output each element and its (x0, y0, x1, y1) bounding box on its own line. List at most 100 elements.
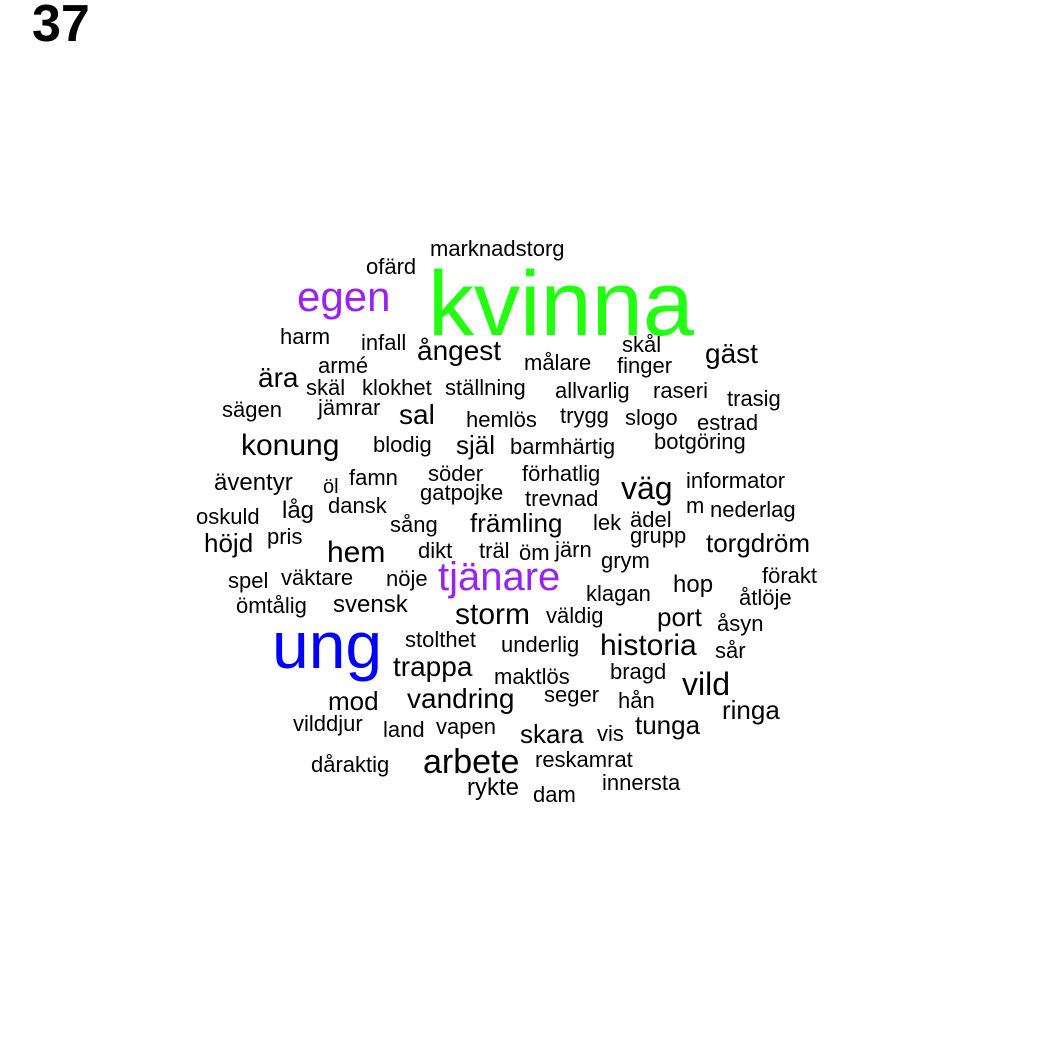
word-trappa: trappa (393, 651, 473, 682)
word-innersta: innersta (602, 770, 681, 795)
word-tjanare: tjänare (438, 555, 561, 599)
page-number: 37 (32, 0, 90, 53)
word-hem: hem (327, 536, 386, 569)
word-vandring: vandring (407, 683, 515, 714)
word-atloje: åtlöje (739, 585, 792, 610)
word-omtalig: ömtålig (236, 593, 307, 618)
word-storm: storm (455, 598, 530, 631)
word-harm: harm (280, 324, 331, 349)
word-finger: finger (617, 353, 673, 378)
word-oskuld: oskuld (196, 504, 260, 529)
word-vaktare: väktare (281, 565, 354, 590)
word-skal: skäl (306, 375, 346, 400)
word-dam: dam (533, 782, 576, 807)
word-hojd: höjd (204, 528, 254, 558)
word-trevnad: trevnad (525, 486, 599, 511)
word-ara: ära (258, 362, 299, 393)
word-klagan: klagan (586, 581, 651, 606)
word-torgdrom: torgdröm (706, 528, 811, 558)
word-stolthet: stolthet (405, 627, 476, 652)
word-jamrar: jämrar (318, 395, 381, 420)
word-nederlag: nederlag (710, 497, 796, 522)
word-estrad: estrad (697, 410, 759, 435)
word-konung: konung (241, 429, 340, 462)
word-gast: gäst (705, 338, 758, 369)
word-sal: sal (399, 399, 435, 430)
word-kvinna: kvinna (428, 253, 694, 355)
word-adel: ädel (630, 507, 672, 532)
word-seger: seger (544, 682, 600, 707)
word-rykte: rykte (467, 774, 520, 801)
word-slogo: slogo (625, 405, 678, 430)
word-valdig: väldig (546, 603, 604, 628)
word-arme: armé (318, 353, 369, 378)
word-skal: skål (622, 332, 662, 357)
word-allvarlig: allvarlig (555, 378, 630, 403)
word-tunga: tunga (635, 710, 701, 740)
word-raseri: raseri (653, 378, 709, 403)
word-vild: vild (682, 666, 731, 702)
word-vapen: vapen (436, 714, 496, 739)
word-underlig: underlig (501, 632, 580, 657)
word-jarn: järn (555, 537, 592, 562)
word-trasig: trasig (727, 386, 781, 411)
word-svensk: svensk (333, 591, 408, 618)
word-mod: mod (328, 686, 379, 716)
word-maktlos: maktlös (494, 664, 570, 689)
word-spel: spel (228, 568, 269, 593)
word-sagen: sägen (222, 397, 282, 422)
word-lek: lek (593, 510, 622, 535)
word-grupp: grupp (630, 523, 687, 548)
word-dikt: dikt (418, 538, 453, 563)
word-infall: infall (361, 330, 407, 355)
word-skara: skara (520, 719, 584, 749)
word-blodig: blodig (373, 432, 432, 457)
word-informator: informator (686, 468, 786, 493)
word-arbete: arbete (423, 743, 520, 781)
word-angest: ångest (417, 335, 502, 366)
word-sar: sår (715, 638, 746, 663)
word-vis: vis (597, 721, 624, 746)
word-m: m (686, 493, 705, 518)
word-ofard: ofärd (366, 254, 417, 279)
word-bragd: bragd (610, 659, 667, 684)
word-om: öm (519, 540, 550, 565)
word-reskamrat: reskamrat (535, 747, 633, 772)
word-tral: träl (479, 538, 510, 563)
word-ol: öl (323, 476, 339, 498)
word-daraktig: dåraktig (311, 752, 390, 777)
word-barmhartig: barmhärtig (510, 434, 616, 459)
word-land: land (383, 717, 425, 742)
word-sjal: själ (456, 430, 496, 460)
word-ung: ung (272, 608, 383, 682)
word-forakt: förakt (762, 563, 818, 588)
word-vag: väg (621, 470, 673, 506)
word-famn: famn (349, 465, 398, 490)
word-noje: nöje (386, 566, 428, 591)
word-framling: främling (470, 508, 563, 538)
word-vilddjur: vilddjur (293, 711, 363, 736)
word-grym: grym (601, 548, 650, 573)
word-pris: pris (267, 524, 303, 549)
word-asyn: åsyn (717, 611, 764, 636)
word-klokhet: klokhet (362, 375, 432, 400)
word-forhatlig: förhatlig (522, 461, 601, 486)
word-dansk: dansk (328, 493, 387, 518)
word-aventyr: äventyr (214, 469, 293, 496)
word-han: hån (618, 688, 655, 713)
word-marknadstorg: marknadstorg (430, 236, 565, 261)
word-hemlos: hemlös (466, 407, 537, 432)
word-trygg: trygg (560, 403, 609, 428)
word-ringa: ringa (722, 695, 780, 725)
word-historia: historia (600, 629, 697, 662)
word-malare: målare (524, 350, 592, 375)
word-sang: sång (390, 512, 438, 537)
word-botgoring: botgöring (654, 429, 746, 454)
word-hop: hop (673, 571, 714, 598)
word-port: port (657, 602, 702, 632)
word-stallning: ställning (445, 375, 526, 400)
word-lag: låg (282, 497, 315, 524)
word-egen: egen (297, 273, 391, 320)
word-soder: söder (428, 461, 484, 486)
